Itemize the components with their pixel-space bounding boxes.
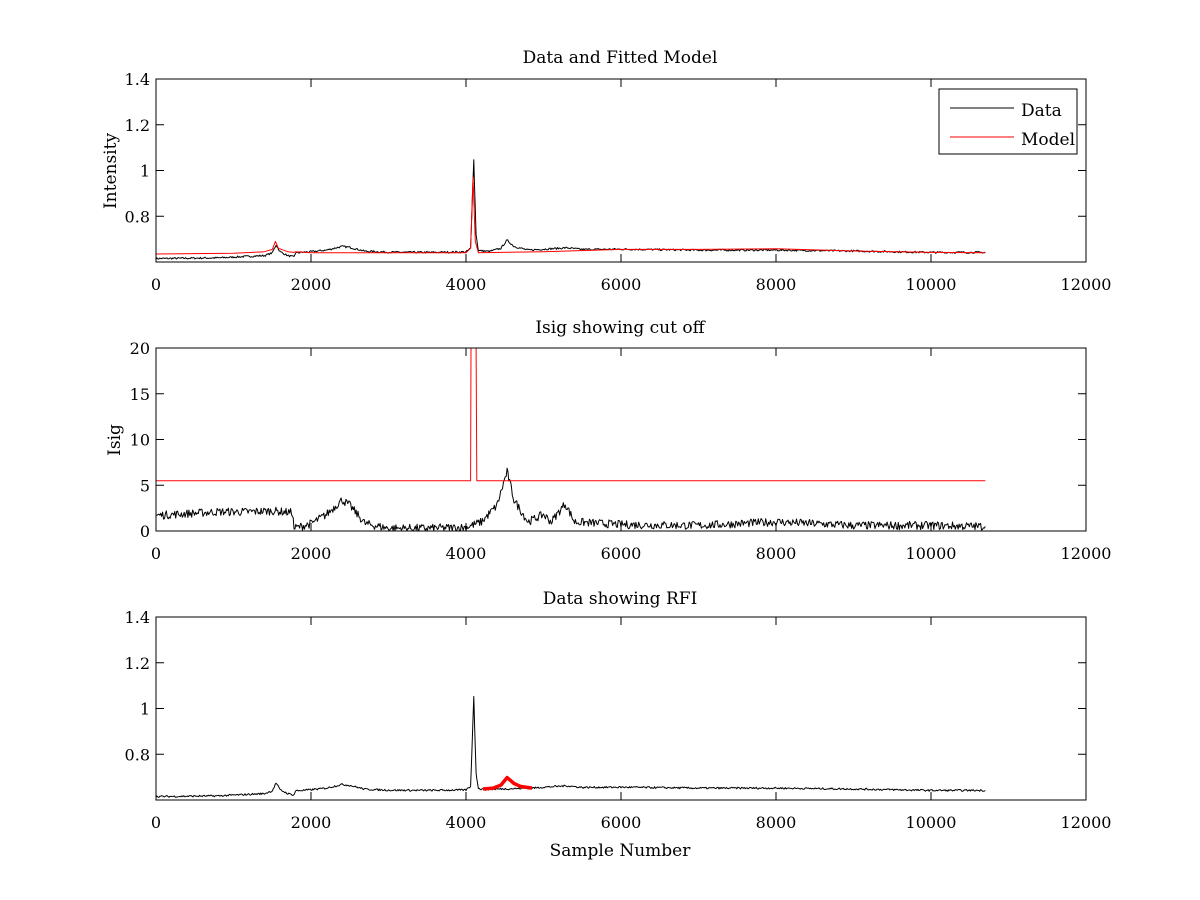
x-tick-label: 8000 [756,275,797,294]
x-tick-label: 2000 [291,544,332,563]
y-tick-label: 1.2 [125,116,150,135]
x-tick-label: 2000 [291,813,332,832]
x-tick-label: 2000 [291,275,332,294]
x-tick-label: 12000 [1061,813,1112,832]
x-tick-label: 4000 [446,544,487,563]
series-line-isig [156,467,986,531]
x-axis-label: Sample Number [550,841,692,861]
x-tick-label: 12000 [1061,275,1112,294]
x-tick-label: 12000 [1061,544,1112,563]
series-group [156,696,986,798]
y-tick-label: 1 [140,700,150,719]
plot-area: 0 2000 4000 6000 8000 10000 12000 0.8 1 1.2 1.4 [125,70,1112,294]
series-group [156,348,986,531]
plot-area: 0 2000 4000 6000 8000 10000 12000 0.8 1 1.2 1.4 [125,608,1112,832]
x-tick-label: 8000 [756,544,797,563]
series-line-data [156,696,986,798]
chart-title: Data showing RFI [543,589,698,609]
y-tick-label: 1.4 [125,70,150,89]
y-tick-label: 0 [140,522,150,541]
x-tick-label: 10000 [906,544,957,563]
x-tick-label: 0 [151,544,161,563]
chart-title: Isig showing cut off [535,318,706,338]
y-tick-label: 15 [130,385,150,404]
panel-isig-showing-cut-off: Isig showing cut off Isig 0 2000 4000 6000 8… [105,318,1111,563]
y-tick-label: 0.8 [125,745,150,764]
x-tick-label: 4000 [446,813,487,832]
panel-data-showing-rfi: Data showing RFI Sample Number 0 2000 4000… [125,589,1112,861]
y-tick-label: 10 [130,431,150,450]
series-line-data [156,159,986,260]
x-tick-label: 4000 [446,275,487,294]
x-tick-label: 0 [151,275,161,294]
chart-title: Data and Fitted Model [523,48,718,68]
y-axis-label: Intensity [101,133,121,209]
y-tick-label: 1 [140,162,150,181]
plot-area: 0 2000 4000 6000 8000 10000 12000 0 5 10 15 20 [130,339,1112,563]
legend-label-data: Data [1021,101,1062,121]
y-axis-label: Isig [105,424,125,456]
x-tick-label: 6000 [601,275,642,294]
x-tick-label: 10000 [906,813,957,832]
series-group [156,159,986,260]
x-tick-label: 10000 [906,275,957,294]
x-tick-label: 6000 [601,813,642,832]
x-tick-label: 8000 [756,813,797,832]
y-tick-label: 1.4 [125,608,150,627]
series-line-model [156,176,986,255]
legend-box [938,88,1078,155]
legend-label-model: Model [1021,130,1075,150]
panel-data-and-fitted-model: Data and Fitted Model Intensity 0 2000 400… [101,48,1111,294]
x-tick-label: 0 [151,813,161,832]
y-tick-label: 0.8 [125,207,150,226]
legend: Data Model [938,88,1078,155]
x-tick-label: 6000 [601,544,642,563]
y-tick-label: 5 [140,476,150,495]
series-line-rfi [482,775,533,791]
series-line-cutoff [156,348,986,482]
y-tick-label: 1.2 [125,654,150,673]
y-tick-label: 20 [130,339,150,358]
